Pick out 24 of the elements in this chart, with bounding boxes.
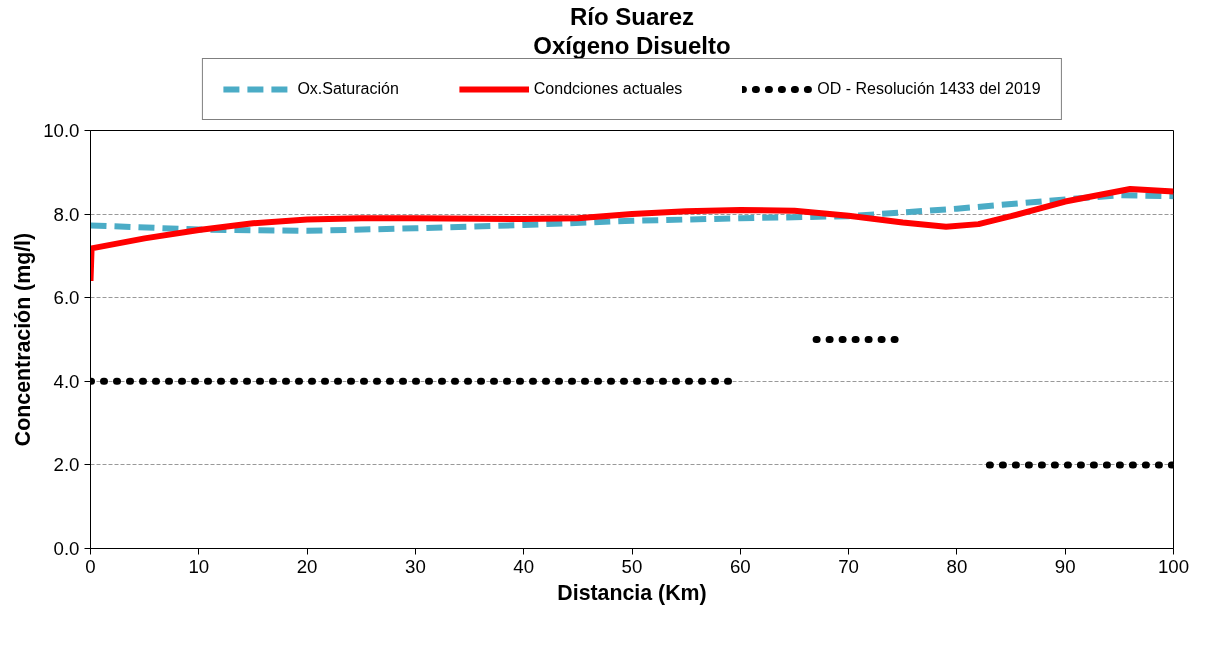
x-tick-label: 0 — [85, 555, 96, 577]
x-tick-label: 30 — [405, 555, 426, 577]
y-tick-label: 0.0 — [53, 538, 80, 559]
y-tick-label: 10.0 — [43, 120, 80, 141]
y-tick-label: 6.0 — [53, 287, 80, 309]
legend-label: OD - Resolución 1433 del 2019 — [817, 80, 1041, 98]
y-tick-label: 2.0 — [53, 454, 80, 476]
y-tick-label: 4.0 — [53, 370, 80, 392]
y-tick-label: 8.0 — [53, 203, 80, 225]
chart-title: Río Suarez — [569, 2, 695, 30]
x-tick-label: 90 — [1054, 555, 1076, 577]
x-tick-label: 40 — [513, 555, 535, 577]
legend-label: Ox.Saturación — [297, 80, 399, 98]
legend-label: Condciones actuales — [533, 80, 683, 98]
x-axis-title: Distancia (Km) — [557, 580, 707, 605]
chart-subtitle: Oxígeno Disuelto — [533, 31, 731, 59]
x-tick-label: 50 — [621, 555, 643, 577]
x-tick-label: 100 — [1157, 555, 1190, 577]
x-tick-label: 10 — [188, 555, 210, 577]
y-axis-title: Concentración (mg/l) — [11, 232, 36, 447]
x-tick-label: 80 — [946, 555, 968, 577]
x-tick-label: 20 — [296, 555, 318, 577]
x-tick-label: 60 — [729, 555, 751, 577]
x-tick-label: 70 — [838, 555, 859, 577]
